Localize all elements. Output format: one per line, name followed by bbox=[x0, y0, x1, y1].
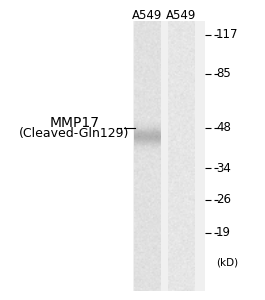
Text: A549: A549 bbox=[132, 9, 162, 22]
Text: 26: 26 bbox=[216, 193, 231, 206]
Text: 34: 34 bbox=[216, 161, 231, 175]
Text: 117: 117 bbox=[216, 28, 238, 41]
Text: A549: A549 bbox=[166, 9, 197, 22]
Text: 85: 85 bbox=[216, 67, 231, 80]
Text: 48: 48 bbox=[216, 121, 231, 134]
Text: (kD): (kD) bbox=[216, 257, 238, 268]
Text: MMP17: MMP17 bbox=[49, 116, 99, 130]
Text: (Cleaved-Gln129): (Cleaved-Gln129) bbox=[19, 127, 129, 140]
Bar bbox=[132, 21, 205, 291]
Text: 19: 19 bbox=[216, 226, 231, 239]
